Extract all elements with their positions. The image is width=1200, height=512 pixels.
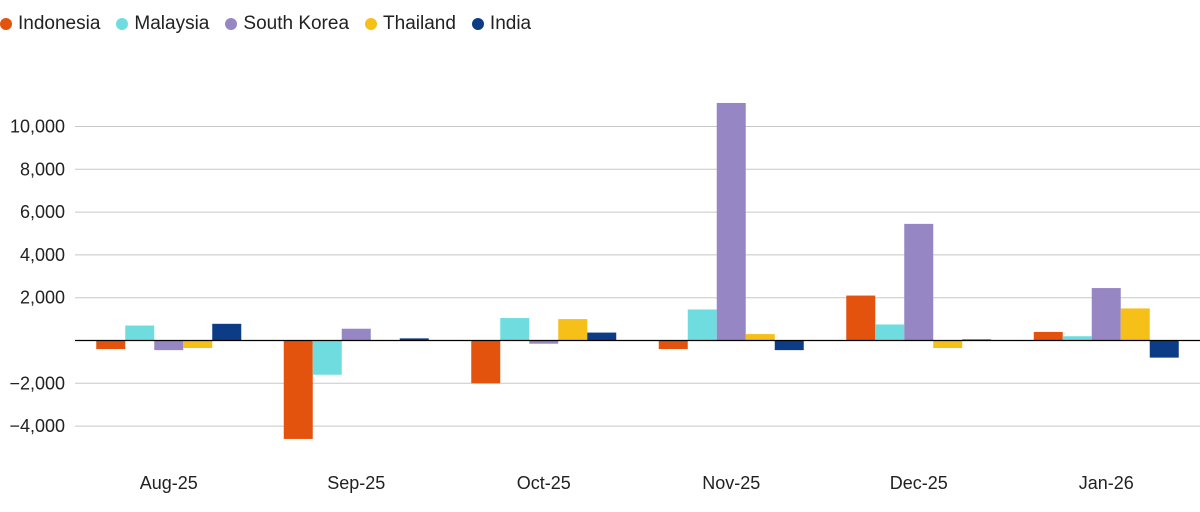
bar-thailand-jan-26 <box>1120 308 1150 341</box>
y-tick-label: 8,000 <box>20 159 65 179</box>
bar-thailand-dec-25 <box>933 340 963 348</box>
x-tick-label: Oct-25 <box>517 473 571 493</box>
bar-south-korea-sep-25 <box>341 328 371 341</box>
bar-india-oct-25 <box>587 332 617 341</box>
bar-india-jan-26 <box>1149 340 1179 358</box>
legend-swatch <box>0 18 12 30</box>
bar-thailand-oct-25 <box>558 319 588 341</box>
bar-malaysia-sep-25 <box>312 340 342 375</box>
legend-label: India <box>489 13 532 34</box>
legend-item: South Korea <box>225 13 349 35</box>
bar-malaysia-aug-25 <box>125 325 155 341</box>
legend-item: Malaysia <box>116 13 209 35</box>
bar-india-aug-25 <box>212 323 242 341</box>
bar-south-korea-aug-25 <box>154 340 184 351</box>
y-tick-label: −2,000 <box>9 373 65 393</box>
bar-malaysia-nov-25 <box>687 309 717 341</box>
bar-malaysia-oct-25 <box>500 318 530 341</box>
x-tick-label: Jan-26 <box>1079 473 1134 493</box>
legend-swatch <box>116 18 129 30</box>
y-tick-label: 4,000 <box>20 245 65 265</box>
bar-south-korea-nov-25 <box>716 102 746 341</box>
legend-swatch <box>225 18 238 30</box>
x-tick-label: Nov-25 <box>702 473 760 493</box>
y-tick-label: 2,000 <box>20 288 65 308</box>
bar-india-nov-25 <box>774 340 804 351</box>
bar-thailand-nov-25 <box>745 334 775 341</box>
chart-legend: Indonesia Malaysia South Korea Thailand Indi… <box>0 10 547 38</box>
bar-indonesia-nov-25 <box>658 340 688 350</box>
x-tick-label: Sep-25 <box>327 473 385 493</box>
bar-south-korea-jan-26 <box>1091 288 1121 341</box>
bar-indonesia-dec-25 <box>846 295 876 341</box>
y-tick-label: 10,000 <box>10 117 65 137</box>
legend-label: Indonesia <box>18 13 101 34</box>
x-tick-label: Dec-25 <box>890 473 948 493</box>
bar-indonesia-oct-25 <box>471 340 501 384</box>
y-tick-label: −4,000 <box>9 416 65 436</box>
bar-malaysia-dec-25 <box>875 324 905 341</box>
bar-south-korea-dec-25 <box>904 223 934 341</box>
bar-indonesia-aug-25 <box>96 340 126 350</box>
legend-label: Malaysia <box>134 13 210 34</box>
legend-item: Indonesia <box>0 13 100 35</box>
y-tick-label: 6,000 <box>20 202 65 222</box>
legend-swatch <box>471 18 484 30</box>
legend-swatch <box>365 18 378 30</box>
x-tick-label: Aug-25 <box>140 473 198 493</box>
bar-malaysia-jan-26 <box>1062 336 1092 341</box>
bar-india-sep-25 <box>399 338 429 341</box>
bar-indonesia-sep-25 <box>283 340 313 439</box>
bar-south-korea-oct-25 <box>529 340 559 344</box>
legend-label: South Korea <box>243 13 350 34</box>
bar-indonesia-jan-26 <box>1033 331 1063 341</box>
legend-item: India <box>471 13 532 35</box>
legend-item: Thailand <box>365 13 456 35</box>
legend-label: Thailand <box>383 13 456 34</box>
bar-thailand-aug-25 <box>183 340 213 348</box>
